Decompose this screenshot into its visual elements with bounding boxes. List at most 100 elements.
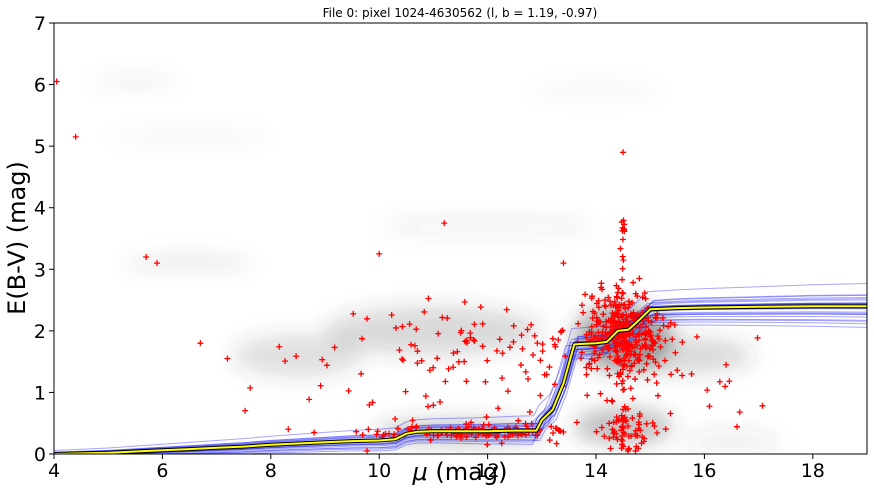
star-marker [630,279,637,286]
star-marker [382,430,389,437]
star-marker [662,337,669,344]
star-marker [441,220,448,227]
star-marker [626,367,633,374]
star-marker [418,357,425,364]
star-marker [583,371,590,378]
star-marker [575,320,582,327]
star-marker [503,306,510,313]
star-marker [594,354,601,361]
star-marker [408,341,415,348]
density-layer [91,77,781,454]
star-marker [597,390,604,397]
star-marker [627,344,634,351]
star-marker [499,350,506,357]
star-marker [607,445,614,452]
star-marker [643,324,650,331]
star-marker [593,428,600,435]
star-marker [317,382,324,389]
star-marker [537,357,544,364]
star-marker [716,378,723,385]
star-marker [736,409,743,416]
star-marker [635,356,642,363]
star-marker [625,298,632,305]
star-marker [635,419,642,426]
star-marker [593,321,600,328]
star-marker [393,324,400,331]
star-marker [606,420,613,427]
x-tick-label: 8 [265,460,277,482]
star-marker [479,343,486,350]
star-marker [662,426,669,433]
star-marker [610,419,617,426]
star-marker [331,344,338,351]
star-marker [153,260,160,267]
star-marker [364,315,371,322]
star-marker [704,387,711,394]
star-marker [646,345,653,352]
star-marker [484,441,491,448]
best-fit-layer [54,304,867,454]
star-marker [405,426,412,433]
star-marker [358,335,365,342]
star-marker [392,415,399,422]
star-marker [591,335,598,342]
density-blob [379,216,596,236]
star-marker [617,369,624,376]
star-marker [619,276,626,283]
star-marker [485,421,492,428]
star-marker [610,337,617,344]
star-marker [636,351,643,358]
star-marker [553,440,560,447]
star-marker [539,341,546,348]
star-marker [632,432,639,439]
star-marker [591,357,598,364]
star-marker [477,304,484,311]
star-marker [555,336,562,343]
star-marker [617,333,624,340]
star-marker [603,318,610,325]
star-marker [647,332,654,339]
star-marker [649,419,656,426]
star-marker [583,331,590,338]
star-marker [593,300,600,307]
star-marker [618,436,625,443]
star-marker [635,331,642,338]
star-marker [635,425,642,432]
star-marker [422,393,429,400]
star-marker [623,314,630,321]
star-marker [583,364,590,371]
y-tick-label: 5 [34,136,46,158]
star-marker [359,431,366,438]
star-marker [594,365,601,372]
star-marker [498,440,505,447]
star-marker [622,406,629,413]
star-marker [484,357,491,364]
star-marker [425,403,432,410]
star-marker [643,344,650,351]
star-marker [628,363,635,370]
star-marker [421,308,428,315]
star-marker [306,396,313,403]
star-marker [414,360,421,367]
star-marker [426,367,433,374]
star-marker [611,357,618,364]
star-marker [400,357,407,364]
star-marker [594,318,601,325]
star-marker [499,375,506,382]
star-marker [365,426,372,433]
density-blob [124,256,255,270]
star-marker [626,445,633,452]
star-marker [525,376,532,383]
star-marker [604,397,611,404]
star-marker [374,428,381,435]
star-marker [632,339,639,346]
x-axis: 4 6 8 10 12 14 16 18 [48,454,825,482]
star-marker [463,434,470,441]
star-marker [630,330,637,337]
star-marker [625,304,632,311]
star-marker [606,435,613,442]
density-blob [91,77,179,86]
star-marker [609,398,616,405]
star-marker [632,376,639,383]
